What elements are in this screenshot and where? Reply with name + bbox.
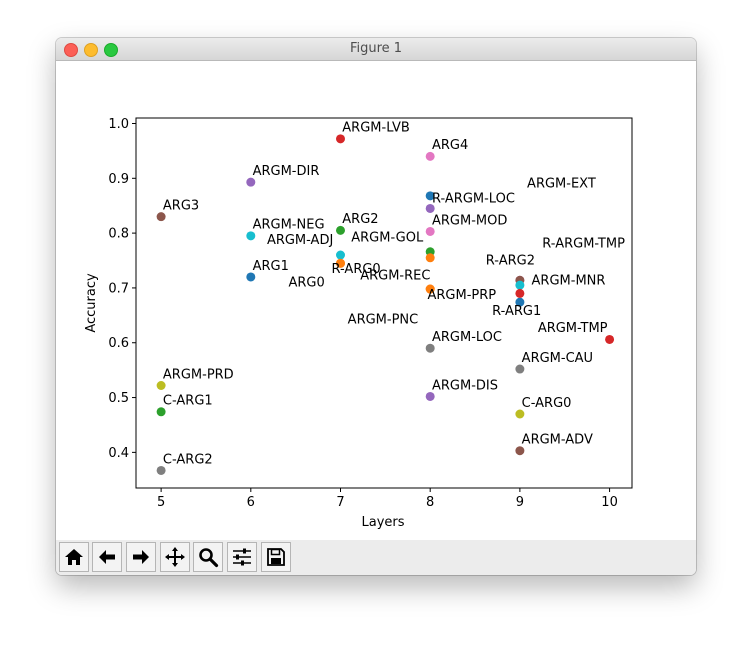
y-axis-label: Accuracy — [84, 273, 99, 333]
point-label: ARGM-NEG — [253, 218, 325, 233]
y-tick-label: 0.9 — [108, 172, 129, 187]
data-point[interactable] — [156, 407, 166, 417]
point-label: ARGM-MOD — [432, 213, 507, 228]
data-point[interactable] — [335, 225, 345, 235]
y-tick-label: 0.5 — [108, 391, 129, 406]
point-label: C-ARG1 — [163, 394, 213, 409]
data-point[interactable] — [425, 284, 435, 294]
navigation-toolbar — [56, 540, 696, 575]
point-label: ARG4 — [432, 138, 468, 153]
point-label: ARGM-LVB — [342, 121, 410, 136]
point-label: ARG1 — [253, 259, 289, 274]
point-label: ARG2 — [342, 212, 378, 227]
point-label: ARGM-PRD — [163, 367, 234, 382]
zoom-window-button[interactable] — [104, 43, 118, 57]
data-point[interactable] — [335, 258, 345, 268]
point-label: ARG3 — [163, 199, 199, 214]
home-icon — [65, 549, 83, 565]
point-label: R-ARG1 — [492, 304, 541, 319]
x-tick-label: 5 — [157, 495, 165, 510]
point-label: R-ARGM-LOC — [432, 191, 515, 206]
y-tick-label: 1.0 — [108, 117, 129, 132]
point-label: ARGM-ADJ — [267, 233, 333, 248]
y-tick-label: 0.8 — [108, 227, 129, 242]
title-bar[interactable]: Figure 1 — [56, 38, 696, 61]
close-window-button[interactable] — [64, 43, 78, 57]
data-point[interactable] — [425, 343, 435, 353]
data-point[interactable] — [425, 191, 435, 201]
forward-button[interactable] — [126, 542, 156, 572]
data-point[interactable] — [425, 151, 435, 161]
point-label: ARGM-GOL — [351, 230, 424, 245]
point-label: R-ARGM-TMP — [542, 236, 625, 251]
data-point[interactable] — [515, 446, 525, 456]
data-point[interactable] — [515, 297, 525, 307]
data-point[interactable] — [515, 288, 525, 298]
data-point[interactable] — [246, 272, 256, 282]
x-tick-label: 6 — [247, 495, 255, 510]
point-label: ARGM-DIS — [432, 378, 498, 393]
x-axis-label: Layers — [361, 515, 404, 530]
data-point[interactable] — [246, 231, 256, 241]
point-label: ARG0 — [288, 275, 324, 290]
point-label: R-ARG2 — [486, 253, 535, 268]
save-button[interactable] — [261, 542, 291, 572]
data-point[interactable] — [425, 391, 435, 401]
point-label: ARGM-ADV — [522, 433, 593, 448]
data-point[interactable] — [605, 334, 615, 344]
minimize-window-button[interactable] — [84, 43, 98, 57]
data-point[interactable] — [515, 280, 525, 290]
point-label: ARGM-PNC — [348, 313, 419, 328]
data-point[interactable] — [515, 364, 525, 374]
y-tick-label: 0.7 — [108, 281, 129, 296]
x-tick-label: 8 — [426, 495, 434, 510]
point-label: ARGM-MNR — [532, 274, 606, 289]
data-point[interactable] — [425, 203, 435, 213]
floppy-disk-icon — [267, 548, 285, 566]
sliders-icon — [233, 548, 251, 566]
y-tick-label: 0.4 — [108, 446, 129, 461]
data-point[interactable] — [156, 380, 166, 390]
x-tick-label: 10 — [601, 495, 618, 510]
data-point[interactable] — [425, 226, 435, 236]
point-label: ARGM-EXT — [527, 177, 596, 192]
back-button[interactable] — [92, 542, 122, 572]
point-label: ARGM-REC — [360, 269, 430, 284]
arrow-left-icon — [99, 550, 115, 564]
arrow-right-icon — [133, 550, 149, 564]
point-label: R-ARG0 — [332, 262, 381, 277]
data-point[interactable] — [425, 253, 435, 263]
x-tick-label: 7 — [336, 495, 344, 510]
move-icon — [165, 547, 185, 567]
home-button[interactable] — [59, 542, 89, 572]
point-label: C-ARG0 — [522, 396, 572, 411]
data-point[interactable] — [246, 177, 256, 187]
point-label: ARGM-DIR — [253, 164, 320, 179]
axes-frame — [135, 117, 633, 489]
data-point[interactable] — [335, 250, 345, 260]
window-title: Figure 1 — [349, 41, 403, 56]
data-point[interactable] — [515, 409, 525, 419]
pan-button[interactable] — [160, 542, 190, 572]
zoom-button[interactable] — [193, 542, 223, 572]
point-label: C-ARG2 — [163, 452, 213, 467]
magnifier-icon — [199, 548, 219, 568]
point-label: ARGM-CAU — [522, 351, 593, 366]
y-tick-label: 0.6 — [108, 336, 129, 351]
x-tick-label: 9 — [516, 495, 524, 510]
data-point[interactable] — [156, 465, 166, 475]
data-point[interactable] — [335, 134, 345, 144]
point-label: ARGM-PRP — [428, 288, 497, 303]
point-label: ARGM-TMP — [538, 321, 608, 336]
figure-window: Figure 1 0.4 0.5 0.6 0.7 0.8 0.9 1.0 5 6 7 8 9 10 A… — [56, 38, 696, 575]
point-label: ARGM-LOC — [432, 330, 502, 345]
configure-subplots-button[interactable] — [227, 542, 257, 572]
data-point[interactable] — [156, 212, 166, 222]
